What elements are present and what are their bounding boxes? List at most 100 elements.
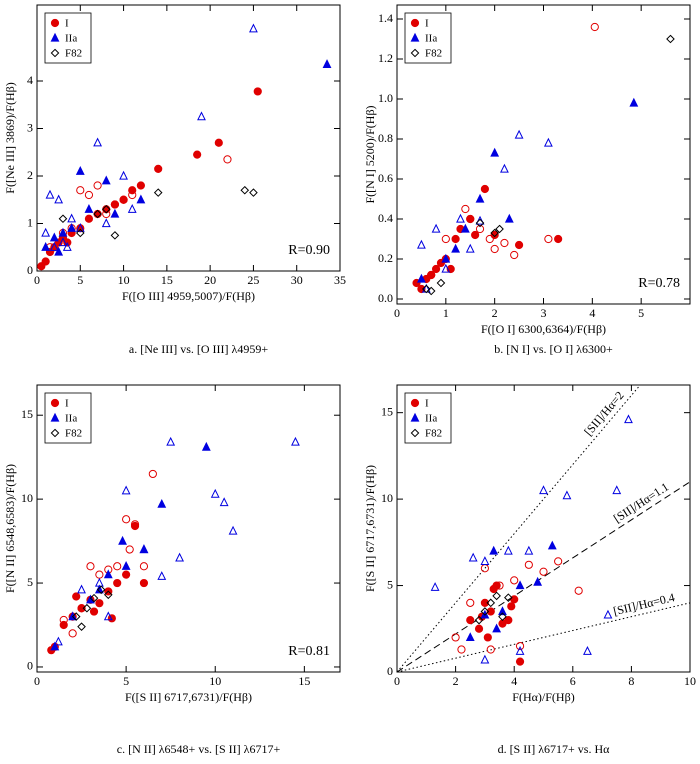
y-tick-label: 0 [387, 664, 393, 678]
point [475, 193, 485, 203]
legend-marker [50, 32, 60, 42]
point [86, 562, 95, 571]
point [41, 257, 50, 266]
point [490, 244, 499, 254]
x-tick-label: 20 [204, 273, 216, 287]
x-tick-label: 10 [209, 674, 221, 688]
ratio-label: [SII]/Hα=0.4 [612, 590, 676, 618]
point [193, 150, 202, 159]
legend-marker [50, 398, 60, 408]
point [427, 270, 436, 280]
annotation: R=0.90 [288, 243, 330, 258]
point [89, 607, 99, 616]
legend-label: F82 [425, 428, 442, 440]
ratio-line [397, 481, 690, 672]
point [539, 567, 548, 576]
point [113, 562, 122, 571]
point [515, 641, 525, 651]
point [59, 615, 68, 625]
point [110, 208, 120, 218]
annotation: R=0.81 [288, 644, 330, 659]
legend-marker [50, 428, 60, 438]
point [490, 147, 500, 157]
panel: 0 5 10 15 0 5 10 15 F([S II] 6717,6731)/F(Hβ) F([… [3, 384, 341, 756]
point [136, 194, 146, 204]
point [515, 646, 525, 655]
point [93, 137, 103, 147]
point [84, 204, 94, 213]
point [128, 190, 137, 200]
y-tick-label: 2 [27, 168, 33, 182]
point [101, 175, 111, 185]
point [139, 562, 149, 571]
point [50, 641, 60, 651]
point [41, 227, 51, 237]
point [103, 611, 113, 621]
x-tick-label: 0 [34, 273, 40, 287]
legend-marker [410, 18, 420, 28]
point [554, 557, 563, 566]
point [498, 612, 507, 621]
panel: 0 1 2 3 4 5 0.0 0.2 0.4 0.6 0.8 1.0 1.2 1.4 F([O I] 63… [363, 4, 691, 356]
point [475, 218, 485, 228]
point [68, 629, 77, 638]
point [475, 215, 485, 225]
x-tick-label: 5 [123, 674, 129, 688]
point [465, 243, 475, 253]
y-tick-label: 1.4 [378, 11, 393, 25]
x-axis-label: F([O III] 4959,5007)/F(Hβ) [122, 289, 255, 303]
point [113, 578, 122, 588]
x-tick-label: 30 [291, 273, 303, 287]
legend-label: I [65, 398, 69, 410]
point [214, 138, 223, 147]
point [77, 584, 86, 594]
point [118, 535, 127, 545]
y-tick-label: 0 [27, 659, 33, 673]
point [240, 185, 250, 195]
point [41, 242, 51, 251]
x-axis-label: F([O I] 6300,6364)/F(Hβ) [481, 322, 606, 336]
x-tick-label: 1 [443, 306, 449, 320]
legend-marker [410, 428, 420, 438]
caption: c. [N II] λ6548+ vs. [S II] λ6717+ [117, 742, 281, 756]
point [58, 237, 68, 247]
point [504, 213, 514, 223]
point [121, 561, 131, 570]
point [629, 97, 639, 107]
point [84, 214, 94, 223]
y-tick-label: 15 [381, 404, 393, 418]
point [153, 188, 163, 197]
point [466, 598, 475, 607]
y-tick-label: 15 [21, 407, 33, 421]
point [49, 242, 59, 251]
point [107, 614, 116, 623]
plot-area [412, 22, 675, 296]
point [468, 552, 478, 562]
point [471, 230, 480, 240]
point [480, 607, 490, 616]
point [95, 570, 104, 579]
point [457, 645, 466, 654]
point [228, 525, 238, 535]
x-tick-label: 2 [492, 306, 498, 320]
x-tick-label: 4 [589, 306, 595, 320]
x-tick-label: 25 [247, 273, 259, 287]
point [139, 544, 149, 554]
legend-label: F82 [65, 428, 82, 440]
y-tick-label: 0.0 [378, 291, 393, 305]
legend-label: IIa [65, 413, 77, 425]
point [465, 632, 475, 642]
point [485, 234, 494, 244]
point [562, 490, 572, 500]
point [54, 194, 64, 204]
point [574, 586, 583, 595]
plot-area [397, 385, 690, 672]
point [103, 590, 113, 600]
legend-marker [50, 18, 60, 28]
point [291, 436, 300, 446]
point [101, 204, 111, 214]
point [590, 22, 599, 32]
point [154, 164, 163, 173]
